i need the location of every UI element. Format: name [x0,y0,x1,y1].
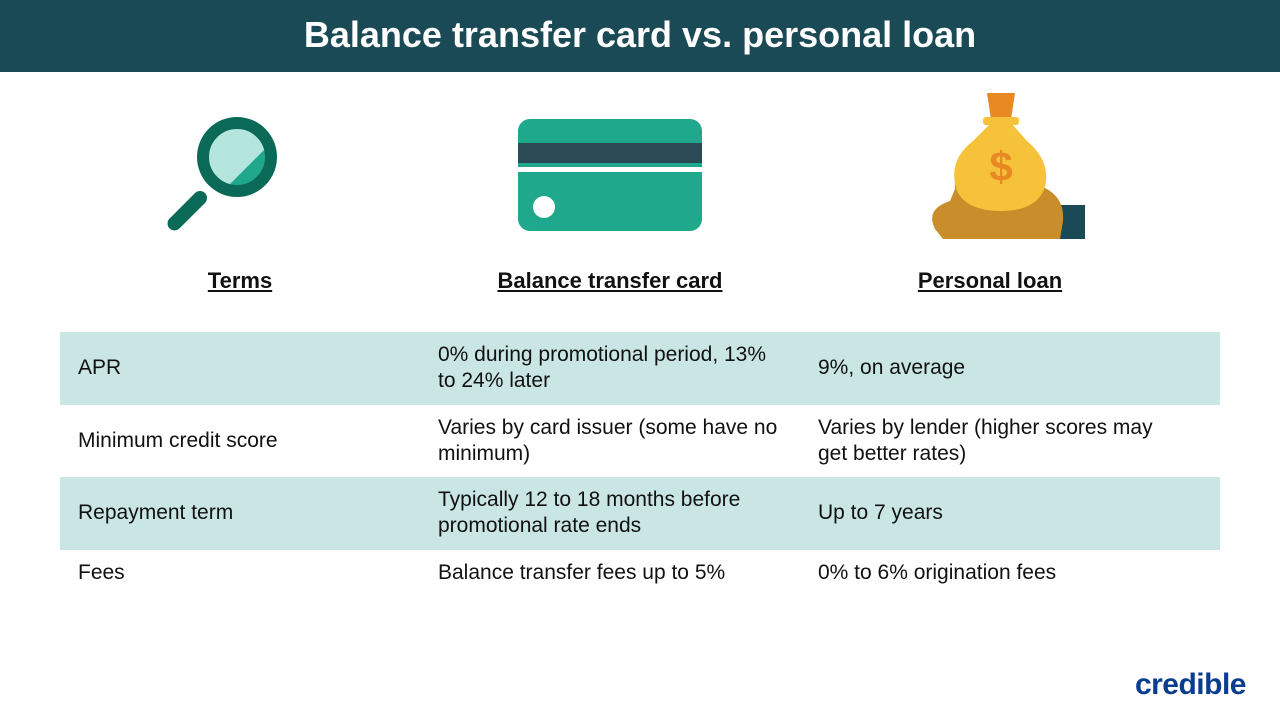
cell-term: Fees [60,550,420,596]
table-row: Repayment term Typically 12 to 18 months… [60,477,1220,550]
header-col-card: Balance transfer card [420,80,800,298]
header-label-loan: Personal loan [918,268,1062,298]
header-col-loan: $ Personal loan [800,80,1180,298]
column-headers: Terms Balance transfer card [60,80,1220,298]
header-col-terms: Terms [60,80,420,298]
table-row: Minimum credit score Varies by card issu… [60,405,1220,478]
page-title: Balance transfer card vs. personal loan [0,14,1280,56]
magnifier-icon [165,80,315,268]
header-label-card: Balance transfer card [498,268,723,298]
credit-card-icon [510,80,710,268]
cell-loan: 9%, on average [800,345,1180,391]
money-bag-hand-icon: $ [895,80,1085,268]
table-row: APR 0% during promotional period, 13% to… [60,332,1220,405]
cell-loan: Varies by lender (higher scores may get … [800,405,1180,478]
cell-loan: Up to 7 years [800,490,1180,536]
cell-card: 0% during promotional period, 13% to 24%… [420,332,800,405]
cell-card: Typically 12 to 18 months before promoti… [420,477,800,550]
svg-text:$: $ [989,143,1012,190]
cell-loan: 0% to 6% origination fees [800,550,1180,596]
cell-card: Varies by card issuer (some have no mini… [420,405,800,478]
cell-term: Repayment term [60,490,420,536]
cell-term: APR [60,345,420,391]
title-bar: Balance transfer card vs. personal loan [0,0,1280,72]
cell-term: Minimum credit score [60,418,420,464]
header-label-terms: Terms [208,268,272,298]
comparison-table: APR 0% during promotional period, 13% to… [60,332,1220,596]
brand-logo: credible [1135,668,1246,702]
content-area: Terms Balance transfer card [0,72,1280,720]
table-row: Fees Balance transfer fees up to 5% 0% t… [60,550,1220,596]
cell-card: Balance transfer fees up to 5% [420,550,800,596]
